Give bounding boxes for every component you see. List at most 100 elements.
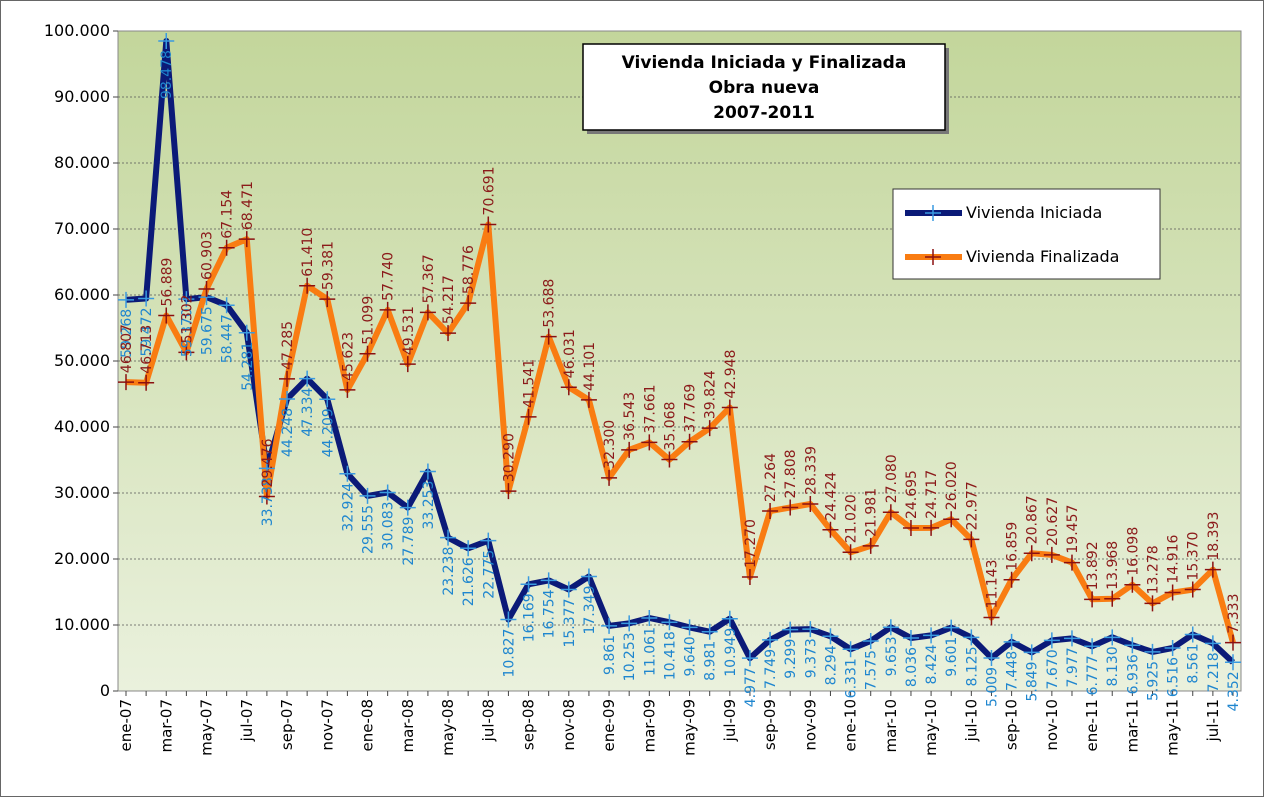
marker <box>540 572 557 589</box>
data-label: 56.889 <box>159 258 175 307</box>
data-label: 44.101 <box>582 342 598 391</box>
marker <box>319 391 336 408</box>
marker <box>520 576 537 593</box>
marker <box>802 621 819 638</box>
marker <box>983 649 1000 666</box>
x-tick-label: jul-08 <box>479 699 497 742</box>
data-label: 11.061 <box>642 627 658 676</box>
marker <box>1003 633 1020 650</box>
y-tick-label: 50.000 <box>54 351 110 370</box>
x-tick-label: may-08 <box>439 699 457 756</box>
marker <box>158 33 175 50</box>
legend-label: Vivienda Finalizada <box>966 247 1119 266</box>
grid: 0 10.000 20.000 30.000 40.000 50.000 60.000 70.… <box>44 21 1241 756</box>
data-label: 30.290 <box>501 433 517 482</box>
x-tick-label: may-07 <box>198 699 216 756</box>
marker <box>118 291 134 308</box>
marker <box>1184 626 1201 643</box>
chart-title: Obra nueva <box>709 78 820 98</box>
marker <box>520 408 537 425</box>
marker <box>862 537 879 554</box>
series-line <box>125 38 1236 665</box>
marker <box>1124 576 1141 593</box>
marker <box>943 619 960 636</box>
marker <box>1063 554 1080 571</box>
data-label: 44.209 <box>320 408 336 457</box>
data-label: 10.253 <box>622 632 638 681</box>
marker <box>580 568 597 585</box>
marker <box>1023 644 1040 661</box>
marker <box>701 623 718 640</box>
y-tick-label: 70.000 <box>54 219 110 238</box>
data-label: 59.675 <box>200 306 216 355</box>
data-label: 13.968 <box>1105 541 1121 590</box>
marker <box>158 307 175 324</box>
marker <box>379 301 396 318</box>
data-label: 10.949 <box>723 628 739 677</box>
x-tick-label: may-10 <box>922 699 940 756</box>
data-label: 5.849 <box>1025 661 1041 701</box>
data-label: 16.098 <box>1125 527 1141 576</box>
y-tick-label: 100.000 <box>44 21 110 40</box>
data-label: 24.717 <box>924 470 940 519</box>
marker <box>1204 561 1221 578</box>
marker <box>1144 643 1161 660</box>
marker <box>741 569 758 586</box>
data-label: 47.285 <box>280 321 296 370</box>
marker <box>1104 590 1121 607</box>
marker <box>1184 581 1201 598</box>
data-label: 24.424 <box>823 472 839 521</box>
marker <box>1204 635 1221 652</box>
x-tick-label: nov-09 <box>801 699 819 751</box>
data-label: 59.381 <box>320 241 336 290</box>
data-label: 16.169 <box>522 593 538 642</box>
data-label: 68.471 <box>240 181 256 230</box>
marker <box>822 628 839 645</box>
data-label: 15.370 <box>1186 532 1202 581</box>
marker <box>1225 654 1241 671</box>
marker <box>701 420 718 437</box>
x-tick-label: may-09 <box>681 699 699 756</box>
data-label: 39.824 <box>703 370 719 419</box>
marker <box>1023 545 1040 562</box>
data-label: 37.769 <box>683 384 699 433</box>
marker <box>419 304 436 321</box>
data-label: 67.154 <box>220 190 236 239</box>
legend: Vivienda Iniciada Vivienda Finalizada <box>892 188 1161 280</box>
chart-title: Vivienda Iniciada y Finalizada <box>622 53 907 73</box>
series-layer <box>118 33 1241 671</box>
marker <box>1104 629 1121 646</box>
data-label: 24.695 <box>904 470 920 519</box>
data-label: 41.541 <box>522 359 538 408</box>
data-label: 8.036 <box>904 647 920 687</box>
marker <box>339 465 356 482</box>
marker <box>1144 595 1161 612</box>
x-tick-label: nov-07 <box>318 699 336 751</box>
marker <box>721 399 738 416</box>
data-label: 58.447 <box>220 314 236 363</box>
data-label: 53.688 <box>542 279 558 328</box>
marker <box>500 611 517 628</box>
y-tick-label: 90.000 <box>54 87 110 106</box>
marker <box>560 379 577 396</box>
marker <box>339 381 356 398</box>
data-label: 26.020 <box>944 461 960 510</box>
data-label: 46.031 <box>562 329 578 378</box>
data-label: 59.472 <box>139 307 155 356</box>
chart-title: 2007-2011 <box>713 103 815 123</box>
data-label: 42.948 <box>723 350 739 399</box>
data-label: 17.349 <box>582 585 598 634</box>
x-tick-label: ene-07 <box>117 699 135 751</box>
data-label: 59.370 <box>179 308 195 357</box>
marker <box>1084 591 1101 608</box>
data-label: 32.300 <box>602 420 618 469</box>
data-label: 46.713 <box>139 325 155 374</box>
data-label: 9.653 <box>884 636 900 676</box>
marker <box>118 374 134 391</box>
marker <box>601 617 618 634</box>
x-tick-label: sep-08 <box>520 699 538 750</box>
data-label: 54.217 <box>441 275 457 324</box>
y-tick-label: 40.000 <box>54 417 110 436</box>
data-label: 46.807 <box>119 324 135 373</box>
